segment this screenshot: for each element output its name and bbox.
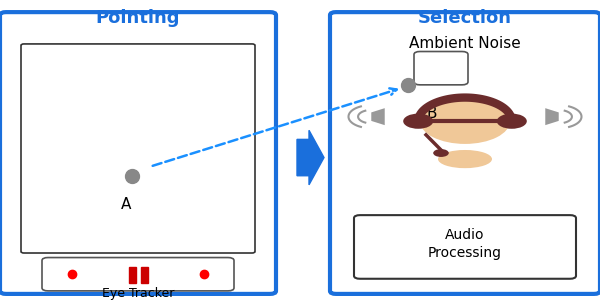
Circle shape <box>497 114 527 129</box>
Text: Audio
Processing: Audio Processing <box>428 228 502 260</box>
Circle shape <box>420 98 510 144</box>
Text: Pointing: Pointing <box>96 9 180 27</box>
Polygon shape <box>371 108 385 125</box>
Bar <box>129 267 136 283</box>
Bar <box>141 267 148 283</box>
FancyBboxPatch shape <box>414 52 468 85</box>
FancyBboxPatch shape <box>42 258 234 291</box>
FancyBboxPatch shape <box>354 215 576 279</box>
Text: Ambient Noise: Ambient Noise <box>409 36 521 52</box>
FancyBboxPatch shape <box>21 44 255 253</box>
Text: B: B <box>427 106 437 121</box>
Text: A: A <box>121 197 131 212</box>
FancyBboxPatch shape <box>0 12 276 294</box>
Ellipse shape <box>438 150 492 168</box>
FancyArrow shape <box>297 130 324 185</box>
Text: Selection: Selection <box>418 9 512 27</box>
Text: Eye Tracker: Eye Tracker <box>102 287 174 300</box>
Polygon shape <box>545 108 559 125</box>
FancyBboxPatch shape <box>330 12 600 294</box>
Circle shape <box>403 114 433 129</box>
Circle shape <box>433 149 449 157</box>
